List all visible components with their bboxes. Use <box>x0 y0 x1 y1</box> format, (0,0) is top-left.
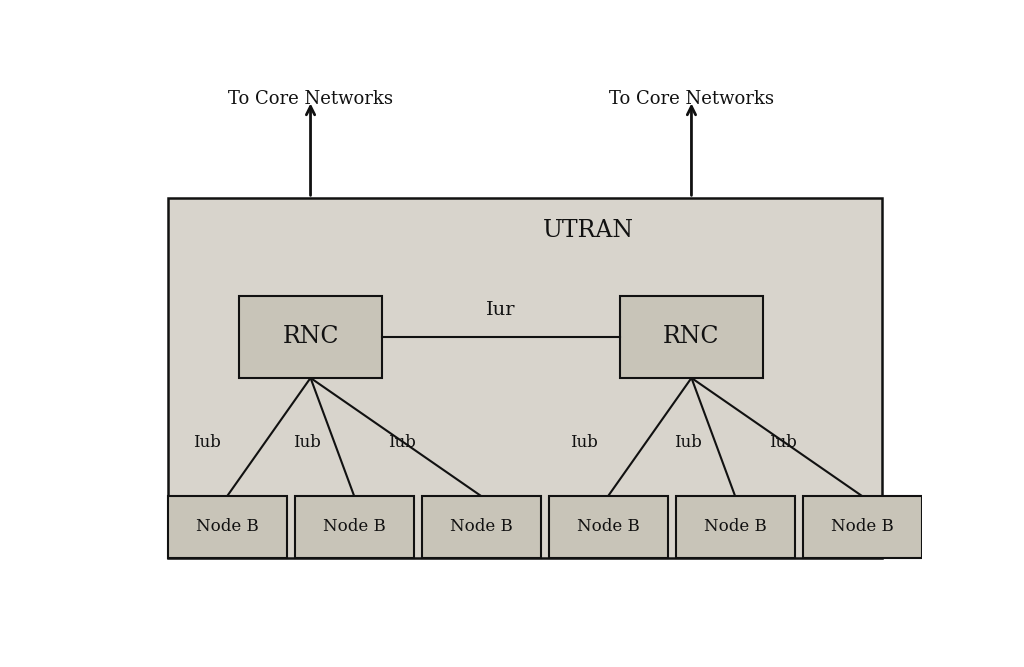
Text: Node B: Node B <box>830 518 894 536</box>
Bar <box>549 496 668 558</box>
Text: To Core Networks: To Core Networks <box>228 90 393 108</box>
Text: Iur: Iur <box>486 301 516 319</box>
Text: UTRAN: UTRAN <box>543 219 634 241</box>
Text: Node B: Node B <box>323 518 386 536</box>
Text: Node B: Node B <box>196 518 259 536</box>
Text: RNC: RNC <box>283 325 339 348</box>
Text: Iub: Iub <box>293 434 321 451</box>
Text: RNC: RNC <box>664 325 720 348</box>
Text: Node B: Node B <box>577 518 640 536</box>
Text: Iub: Iub <box>194 434 221 451</box>
Text: To Core Networks: To Core Networks <box>609 90 774 108</box>
Text: Node B: Node B <box>450 518 513 536</box>
Bar <box>240 295 382 378</box>
Bar <box>168 496 287 558</box>
Text: Iub: Iub <box>769 434 797 451</box>
Bar <box>620 295 763 378</box>
Bar <box>422 496 541 558</box>
Text: Node B: Node B <box>703 518 767 536</box>
Bar <box>676 496 795 558</box>
Bar <box>168 198 882 558</box>
Bar <box>295 496 414 558</box>
Bar <box>803 496 922 558</box>
Text: Iub: Iub <box>674 434 701 451</box>
Text: Iub: Iub <box>570 434 598 451</box>
Text: Iub: Iub <box>388 434 416 451</box>
